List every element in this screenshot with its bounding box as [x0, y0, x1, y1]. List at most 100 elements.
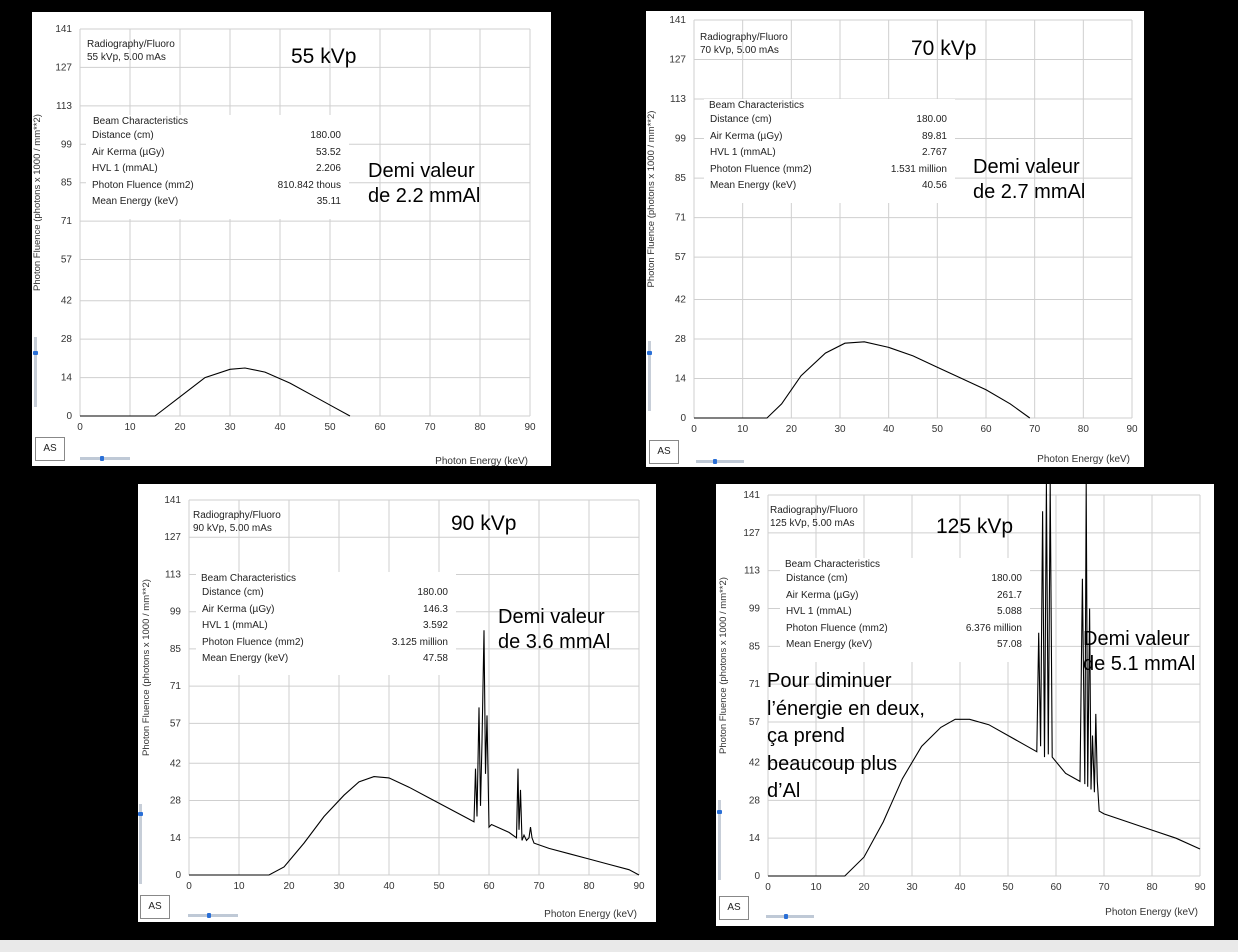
zoom-slider-thumb[interactable]: [713, 459, 717, 464]
mode-settings: 125 kVp, 5.00 mAs: [770, 518, 855, 529]
beam-row-value: 180.00: [417, 587, 448, 598]
beam-characteristics-box: Beam Characteristics Distance (cm) 180.00…: [704, 99, 955, 203]
y-tick-label: 28: [675, 334, 687, 345]
beam-title: Beam Characteristics: [93, 116, 189, 127]
y-tick-label: 28: [170, 796, 182, 807]
beam-row-value: 3.125 million: [391, 636, 448, 648]
x-tick-label: 90: [524, 422, 536, 433]
vertical-slider-thumb[interactable]: [717, 810, 722, 814]
beam-row: Air Kerma (µGy) 89.81: [706, 129, 953, 146]
x-tick-label: 60: [1050, 882, 1062, 893]
x-tick-label: 40: [383, 881, 395, 892]
spectrum-curve: [80, 367, 351, 417]
zoom-slider-thumb[interactable]: [100, 456, 104, 461]
vertical-slider[interactable]: [138, 804, 143, 884]
y-tick-label: 14: [61, 373, 73, 384]
beam-row-label: Distance (cm): [202, 587, 264, 598]
y-tick-label: 127: [669, 55, 686, 66]
as-button[interactable]: AS: [140, 895, 170, 919]
beam-row-label: HVL 1 (mmAL): [710, 147, 776, 158]
y-tick-label: 14: [675, 373, 687, 384]
vertical-slider-thumb[interactable]: [33, 351, 38, 355]
y-tick-label: 141: [743, 490, 760, 501]
spectrum-chart: 0 10 20 30 40 50 60 70 80 90 0 14 28 42 57 71 85 99 113 127…: [718, 484, 1206, 918]
x-tick-label: 80: [583, 881, 595, 892]
spectrum-curve: [768, 484, 1201, 877]
x-tick-label: 50: [1002, 882, 1014, 893]
beam-title: Beam Characteristics: [785, 559, 881, 570]
vertical-slider[interactable]: [717, 800, 722, 880]
beam-row-value: 180.00: [991, 573, 1022, 584]
x-tick-label: 10: [124, 422, 136, 433]
y-tick-label: 71: [61, 216, 73, 227]
y-tick-label: 113: [165, 569, 181, 580]
x-axis-title: Photon Energy (keV): [1105, 907, 1198, 918]
vertical-slider-thumb[interactable]: [138, 812, 143, 816]
y-tick-label: 14: [170, 833, 182, 844]
y-tick-label: 57: [675, 252, 687, 263]
beam-row: Distance (cm) 180.00: [782, 571, 1028, 588]
zoom-slider-thumb[interactable]: [784, 914, 788, 919]
zoom-slider[interactable]: [696, 459, 744, 464]
vertical-slider[interactable]: [33, 337, 38, 407]
y-tick-label: 113: [56, 101, 72, 112]
as-button[interactable]: AS: [35, 437, 65, 461]
y-axis-title: Photon Fluence (photons x 1000 / mm**2): [32, 114, 43, 291]
spectrum-curve: [189, 630, 640, 876]
y-tick-label: 42: [749, 758, 761, 769]
as-button[interactable]: AS: [719, 896, 749, 920]
zoom-slider[interactable]: [188, 913, 238, 918]
chart-panel-125kvp: 0 10 20 30 40 50 60 70 80 90 0 14 28 42 57 71 85 99 113 127…: [716, 484, 1214, 926]
beam-row-value: 89.81: [921, 130, 947, 142]
zoom-slider[interactable]: [80, 456, 130, 461]
x-tick-label: 80: [1078, 424, 1090, 435]
exam-mode-label: Radiography/Fluoro 125 kVp, 5.00 mAs: [770, 504, 858, 530]
mode-name: Radiography/Fluoro: [700, 32, 788, 43]
x-tick-label: 60: [374, 422, 386, 433]
x-tick-label: 70: [424, 422, 436, 433]
hvl-note: Demi valeur de 5.1 mmAl: [1083, 628, 1196, 675]
beam-row: Distance (cm) 180.00: [706, 112, 953, 129]
beam-row-label: HVL 1 (mmAL): [786, 606, 852, 617]
spectrum-curve: [694, 341, 1031, 419]
beam-row-label: Mean Energy (keV): [202, 653, 289, 664]
y-tick-label: 28: [749, 795, 761, 806]
beam-row-value: 47.58: [422, 653, 448, 664]
beam-row-value: 53.52: [315, 146, 341, 158]
x-tick-label: 30: [906, 882, 918, 893]
y-tick-label: 0: [680, 413, 686, 424]
beam-row-value: 810.842 thous: [277, 179, 341, 191]
beam-row-value: 57.08: [996, 639, 1022, 650]
y-tick-label: 42: [675, 294, 687, 305]
y-tick-label: 127: [55, 62, 72, 73]
y-tick-label: 71: [749, 679, 761, 690]
beam-row-label: Mean Energy (keV): [786, 639, 873, 650]
x-tick-label: 10: [810, 882, 822, 893]
x-tick-label: 20: [174, 422, 186, 433]
x-tick-label: 90: [1126, 424, 1138, 435]
y-tick-label: 57: [749, 717, 761, 728]
beam-row-label: Photon Fluence (mm2): [92, 179, 194, 191]
bottom-strip: [0, 940, 1238, 952]
x-tick-label: 10: [737, 424, 749, 435]
beam-row: Distance (cm) 180.00: [198, 585, 454, 602]
beam-row-value: 146.3: [422, 603, 448, 615]
beam-row: Mean Energy (keV) 40.56: [706, 178, 953, 195]
as-button[interactable]: AS: [649, 440, 679, 464]
vertical-slider-thumb[interactable]: [647, 351, 652, 355]
zoom-slider-thumb[interactable]: [207, 913, 211, 918]
beam-row-value: 5.088: [996, 606, 1022, 617]
x-tick-label: 70: [533, 881, 545, 892]
vertical-slider[interactable]: [647, 341, 652, 411]
mode-name: Radiography/Fluoro: [87, 39, 175, 50]
x-tick-label: 60: [483, 881, 495, 892]
kvp-annotation: 70 kVp: [911, 37, 977, 60]
zoom-slider[interactable]: [766, 914, 814, 919]
beam-row-value: 180.00: [916, 114, 947, 125]
beam-row-label: HVL 1 (mmAL): [202, 620, 268, 631]
beam-row-label: Air Kerma (µGy): [786, 589, 859, 601]
beam-row: Air Kerma (µGy) 53.52: [88, 145, 347, 162]
y-axis-title: Photon Fluence (photons x 1000 / mm**2): [141, 579, 152, 756]
beam-row: Air Kerma (µGy) 146.3: [198, 602, 454, 619]
y-tick-label: 99: [61, 139, 73, 150]
